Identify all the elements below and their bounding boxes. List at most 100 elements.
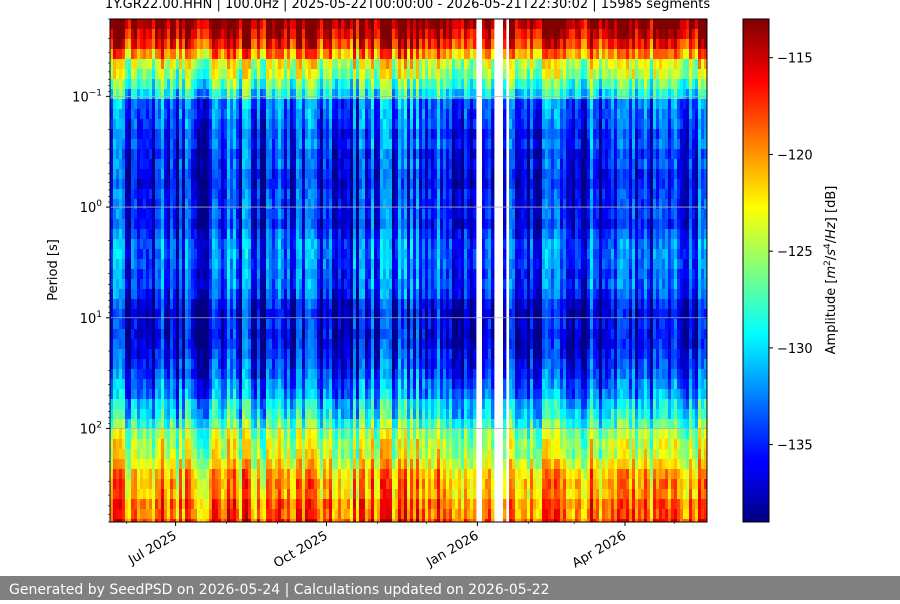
heatmap-cell xyxy=(251,289,255,300)
heatmap-cell xyxy=(239,369,243,380)
heatmap-cell xyxy=(269,309,273,320)
heatmap-cell xyxy=(317,159,321,170)
heatmap-cell xyxy=(170,229,174,240)
heatmap-cell xyxy=(386,169,390,180)
heatmap-cell xyxy=(350,279,354,290)
heatmap-cell xyxy=(116,239,120,250)
heatmap-cell xyxy=(110,269,114,280)
heatmap-cell xyxy=(221,509,225,520)
heatmap-cell xyxy=(260,19,264,30)
heatmap-cell xyxy=(170,429,174,440)
heatmap-cell xyxy=(125,109,129,120)
heatmap-cell xyxy=(230,39,234,50)
heatmap-cell xyxy=(227,69,231,80)
heatmap-cell xyxy=(149,119,153,130)
heatmap-cell xyxy=(194,79,198,90)
heatmap-cell xyxy=(182,339,186,350)
heatmap-cell xyxy=(188,429,192,440)
heatmap-cell xyxy=(248,19,252,30)
heatmap-cell xyxy=(299,489,303,500)
heatmap-cell xyxy=(317,199,321,210)
heatmap-cell xyxy=(329,119,333,130)
heatmap-cell xyxy=(182,399,186,410)
heatmap-cell xyxy=(215,19,219,30)
heatmap-cell xyxy=(140,419,144,430)
heatmap-cell xyxy=(137,29,141,40)
heatmap-cell xyxy=(383,329,387,340)
heatmap-cell xyxy=(293,289,297,300)
heatmap-cell xyxy=(386,349,390,360)
heatmap-cell xyxy=(242,379,246,390)
heatmap-cell xyxy=(209,319,213,330)
heatmap-cell xyxy=(377,489,381,500)
heatmap-cell xyxy=(167,89,171,100)
heatmap-cell xyxy=(125,59,129,70)
heatmap-cell xyxy=(170,39,174,50)
heatmap-cell xyxy=(371,159,375,170)
heatmap-cell xyxy=(320,49,324,60)
heatmap-cell xyxy=(113,389,117,400)
heatmap-cell xyxy=(143,39,147,50)
heatmap-cell xyxy=(215,119,219,130)
heatmap-cell xyxy=(110,369,114,380)
heatmap-cell xyxy=(356,199,360,210)
heatmap-cell xyxy=(335,319,339,330)
heatmap-cell xyxy=(203,179,207,190)
heatmap-cell xyxy=(260,269,264,280)
heatmap-cell xyxy=(155,169,159,180)
heatmap-cell xyxy=(284,19,288,30)
heatmap-cell xyxy=(308,379,312,390)
heatmap-cell xyxy=(119,199,123,210)
heatmap-cell xyxy=(137,449,141,460)
heatmap-cell xyxy=(263,489,267,500)
heatmap-cell xyxy=(374,79,378,90)
heatmap-cell xyxy=(194,149,198,160)
heatmap-cell xyxy=(341,229,345,240)
heatmap-cell xyxy=(215,169,219,180)
heatmap-cell xyxy=(236,219,240,230)
heatmap-cell xyxy=(296,169,300,180)
heatmap-cell xyxy=(365,239,369,250)
heatmap-cell xyxy=(314,209,318,220)
heatmap-cell xyxy=(248,189,252,200)
heatmap-cell xyxy=(128,199,132,210)
heatmap-cell xyxy=(185,289,189,300)
heatmap-cell xyxy=(254,379,258,390)
heatmap-cell xyxy=(194,519,198,522)
heatmap-cell xyxy=(311,79,315,90)
heatmap-cell xyxy=(161,199,165,210)
heatmap-cell xyxy=(398,359,402,370)
heatmap-cell xyxy=(209,209,213,220)
heatmap-cell xyxy=(194,359,198,370)
heatmap-cell xyxy=(254,359,258,370)
heatmap-cell xyxy=(260,59,264,70)
heatmap-cell xyxy=(362,179,366,190)
heatmap-cell xyxy=(308,289,312,300)
heatmap-cell xyxy=(359,459,363,470)
heatmap-cell xyxy=(383,199,387,210)
heatmap-cell xyxy=(365,119,369,130)
heatmap-cell xyxy=(140,99,144,110)
heatmap-cell xyxy=(158,449,162,460)
heatmap-cell xyxy=(326,259,330,270)
heatmap-cell xyxy=(242,409,246,420)
heatmap-cell xyxy=(233,449,237,460)
heatmap-cell xyxy=(284,359,288,370)
heatmap-cell xyxy=(116,59,120,70)
heatmap-cell xyxy=(239,129,243,140)
spectrogram-chart: Jul 2025 Oct 2025 Jan 2026 Apr 2026 10−1100… xyxy=(46,18,839,571)
heatmap-cell xyxy=(317,449,321,460)
heatmap-cell xyxy=(290,499,294,510)
heatmap-cell xyxy=(161,59,165,70)
heatmap-cell xyxy=(302,499,306,510)
heatmap-cell xyxy=(206,379,210,390)
heatmap-cell xyxy=(344,129,348,140)
heatmap-cell xyxy=(308,199,312,210)
heatmap-cell xyxy=(359,309,363,320)
heatmap-cell xyxy=(158,519,162,522)
heatmap-cell xyxy=(332,99,336,110)
heatmap-cell xyxy=(161,439,165,450)
heatmap-cell xyxy=(242,69,246,80)
heatmap-cell xyxy=(134,109,138,120)
heatmap-cell xyxy=(206,99,210,110)
